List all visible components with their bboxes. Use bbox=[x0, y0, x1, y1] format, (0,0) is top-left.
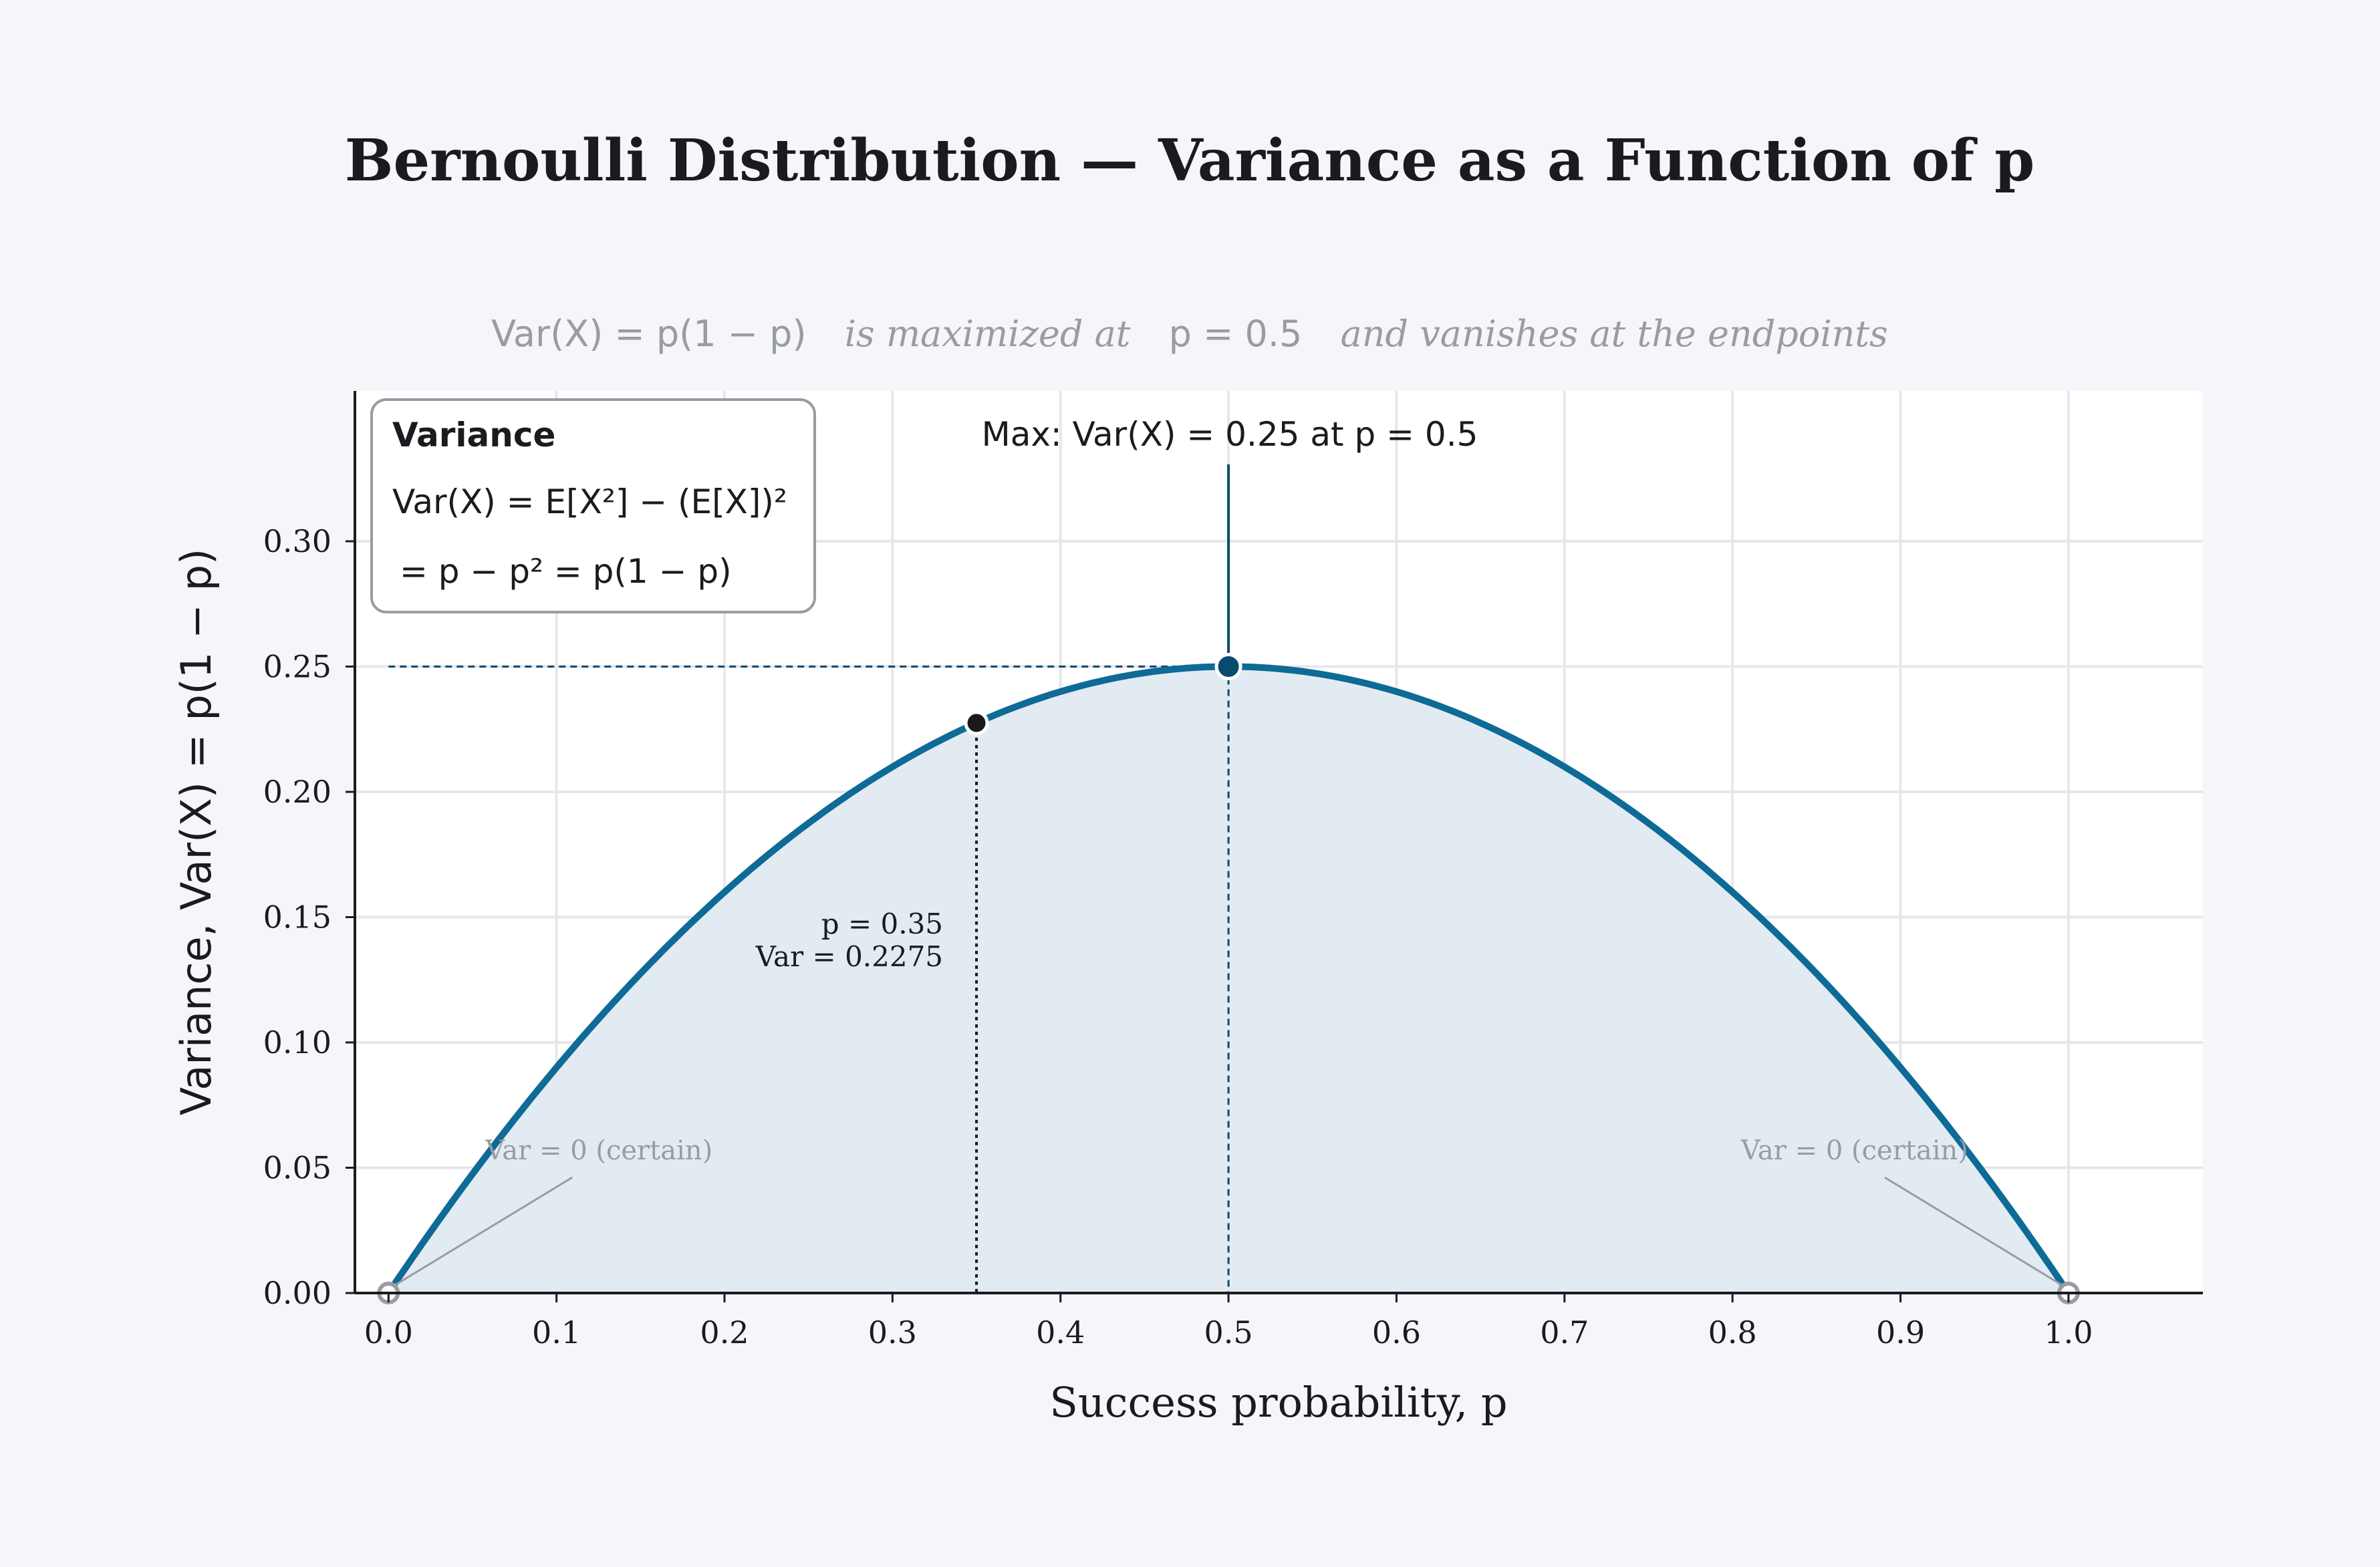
x-tick-label-1: 0.1 bbox=[532, 1314, 581, 1350]
y-tick-label-1: 0.05 bbox=[263, 1150, 332, 1186]
subtitle-text-2: and vanishes at the endpoints bbox=[1341, 313, 1888, 355]
x-tick-label-4: 0.4 bbox=[1036, 1314, 1085, 1350]
max-point-marker bbox=[1214, 653, 1242, 680]
legend-title: Variance bbox=[392, 416, 555, 454]
x-axis-label: Success probability, p bbox=[1049, 1378, 1507, 1427]
subtitle-pvalue: p = 0.5 bbox=[1169, 313, 1303, 355]
subtitle-text-1: is maximized at bbox=[845, 313, 1131, 355]
x-tick-label-0: 0.0 bbox=[364, 1314, 413, 1350]
y-tick-label-3: 0.15 bbox=[263, 899, 332, 936]
max-annotation-label: Max: Var(X) = 0.25 at p = 0.5 bbox=[982, 415, 1478, 454]
marked-point-label-line1: p = 0.35 bbox=[821, 907, 943, 940]
endpoint-annotation-arrow-1 bbox=[1884, 1176, 2069, 1290]
x-tick-label-7: 0.7 bbox=[1540, 1314, 1589, 1350]
x-tick-label-3: 0.3 bbox=[868, 1314, 917, 1350]
marked-point-label-line2: Var = 0.2275 bbox=[755, 940, 943, 973]
tick-layer: 0.0 0.1 0.2 0.3 0.4 0.5 0.6 0.7 0.8 0.9 1.0 0.00 0.0… bbox=[263, 523, 2093, 1350]
chart-title: Bernoulli Distribution — Variance as a F… bbox=[345, 127, 2034, 194]
chart-subtitle: Var(X) = p(1 − p) is maximized at p = 0.… bbox=[491, 313, 1888, 355]
y-tick-label-5: 0.25 bbox=[263, 649, 332, 685]
x-tick-label-2: 0.2 bbox=[700, 1314, 749, 1350]
y-tick-label-2: 0.10 bbox=[263, 1024, 332, 1060]
x-tick-label-10: 1.0 bbox=[2044, 1314, 2093, 1350]
x-tick-label-9: 0.9 bbox=[1876, 1314, 1925, 1350]
data-layer: Var = 0 (certain) Var = 0 (certain) Max: V… bbox=[377, 415, 2080, 1304]
x-tick-label-6: 0.6 bbox=[1372, 1314, 1421, 1350]
legend-formula-2: = p − p² = p(1 − p) bbox=[400, 552, 732, 591]
endpoint-annotation-label-0: Var = 0 (certain) bbox=[485, 1135, 712, 1166]
x-tick-label-5: 0.5 bbox=[1204, 1314, 1253, 1350]
y-tick-label-0: 0.00 bbox=[263, 1275, 332, 1311]
endpoint-annotation-arrow-0 bbox=[388, 1176, 573, 1290]
x-tick-label-8: 0.8 bbox=[1708, 1314, 1757, 1350]
y-axis-label: Variance, Var(X) = p(1 − p) bbox=[172, 549, 221, 1115]
legend-formula-1: Var(X) = E[X²] − (E[X])² bbox=[392, 482, 787, 521]
marked-point-marker bbox=[964, 710, 989, 736]
legend-box bbox=[370, 398, 816, 613]
endpoint-annotation-label-1: Var = 0 (certain) bbox=[1740, 1135, 1968, 1166]
y-tick-label-4: 0.20 bbox=[263, 774, 332, 810]
subtitle-formula: Var(X) = p(1 − p) bbox=[491, 313, 806, 355]
y-tick-label-6: 0.30 bbox=[263, 523, 332, 559]
